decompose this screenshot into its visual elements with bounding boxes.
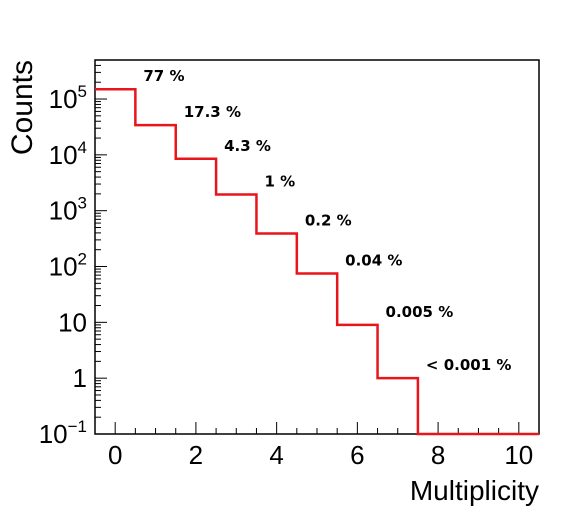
y-tick-label: 105 bbox=[49, 82, 87, 114]
y-tick-label: 104 bbox=[49, 138, 87, 170]
bin-label: 77 % bbox=[143, 67, 184, 85]
x-tick-label: 0 bbox=[108, 440, 122, 470]
y-tick-label: 1 bbox=[73, 363, 87, 393]
x-tick-label: 4 bbox=[269, 440, 283, 470]
bin-label: 0.005 % bbox=[386, 303, 454, 321]
y-tick-label: 103 bbox=[49, 194, 87, 226]
x-tick-label: 8 bbox=[431, 440, 445, 470]
bin-label: 4.3 % bbox=[224, 137, 271, 155]
axis-ticks bbox=[95, 59, 520, 435]
y-tick-label: 10−1 bbox=[39, 417, 87, 449]
bin-label: 0.04 % bbox=[345, 251, 402, 269]
y-tick-label: 10 bbox=[58, 307, 87, 337]
y-axis-title: Counts bbox=[6, 60, 39, 155]
bin-percentage-labels: 77 %17.3 % 4.3 % 1 % 0.2 % 0.04 % 0.005 % < 0.… bbox=[143, 67, 511, 374]
bin-label: 17.3 % bbox=[184, 103, 241, 121]
x-axis-title: Multiplicity bbox=[410, 475, 539, 506]
bin-label: < 0.001 % bbox=[426, 356, 512, 374]
histogram-line bbox=[95, 87, 539, 436]
bin-label: 0.2 % bbox=[305, 212, 352, 230]
y-tick-label: 102 bbox=[49, 250, 87, 282]
bin-label: 1 % bbox=[264, 172, 295, 190]
axis-tick-labels: 0 2 4 6 8 10 10−1 1 10 102 103 104 105 bbox=[39, 82, 534, 470]
x-tick-label: 10 bbox=[504, 440, 533, 470]
x-tick-label: 2 bbox=[189, 440, 203, 470]
x-tick-label: 6 bbox=[350, 440, 364, 470]
plot-frame bbox=[94, 59, 540, 435]
